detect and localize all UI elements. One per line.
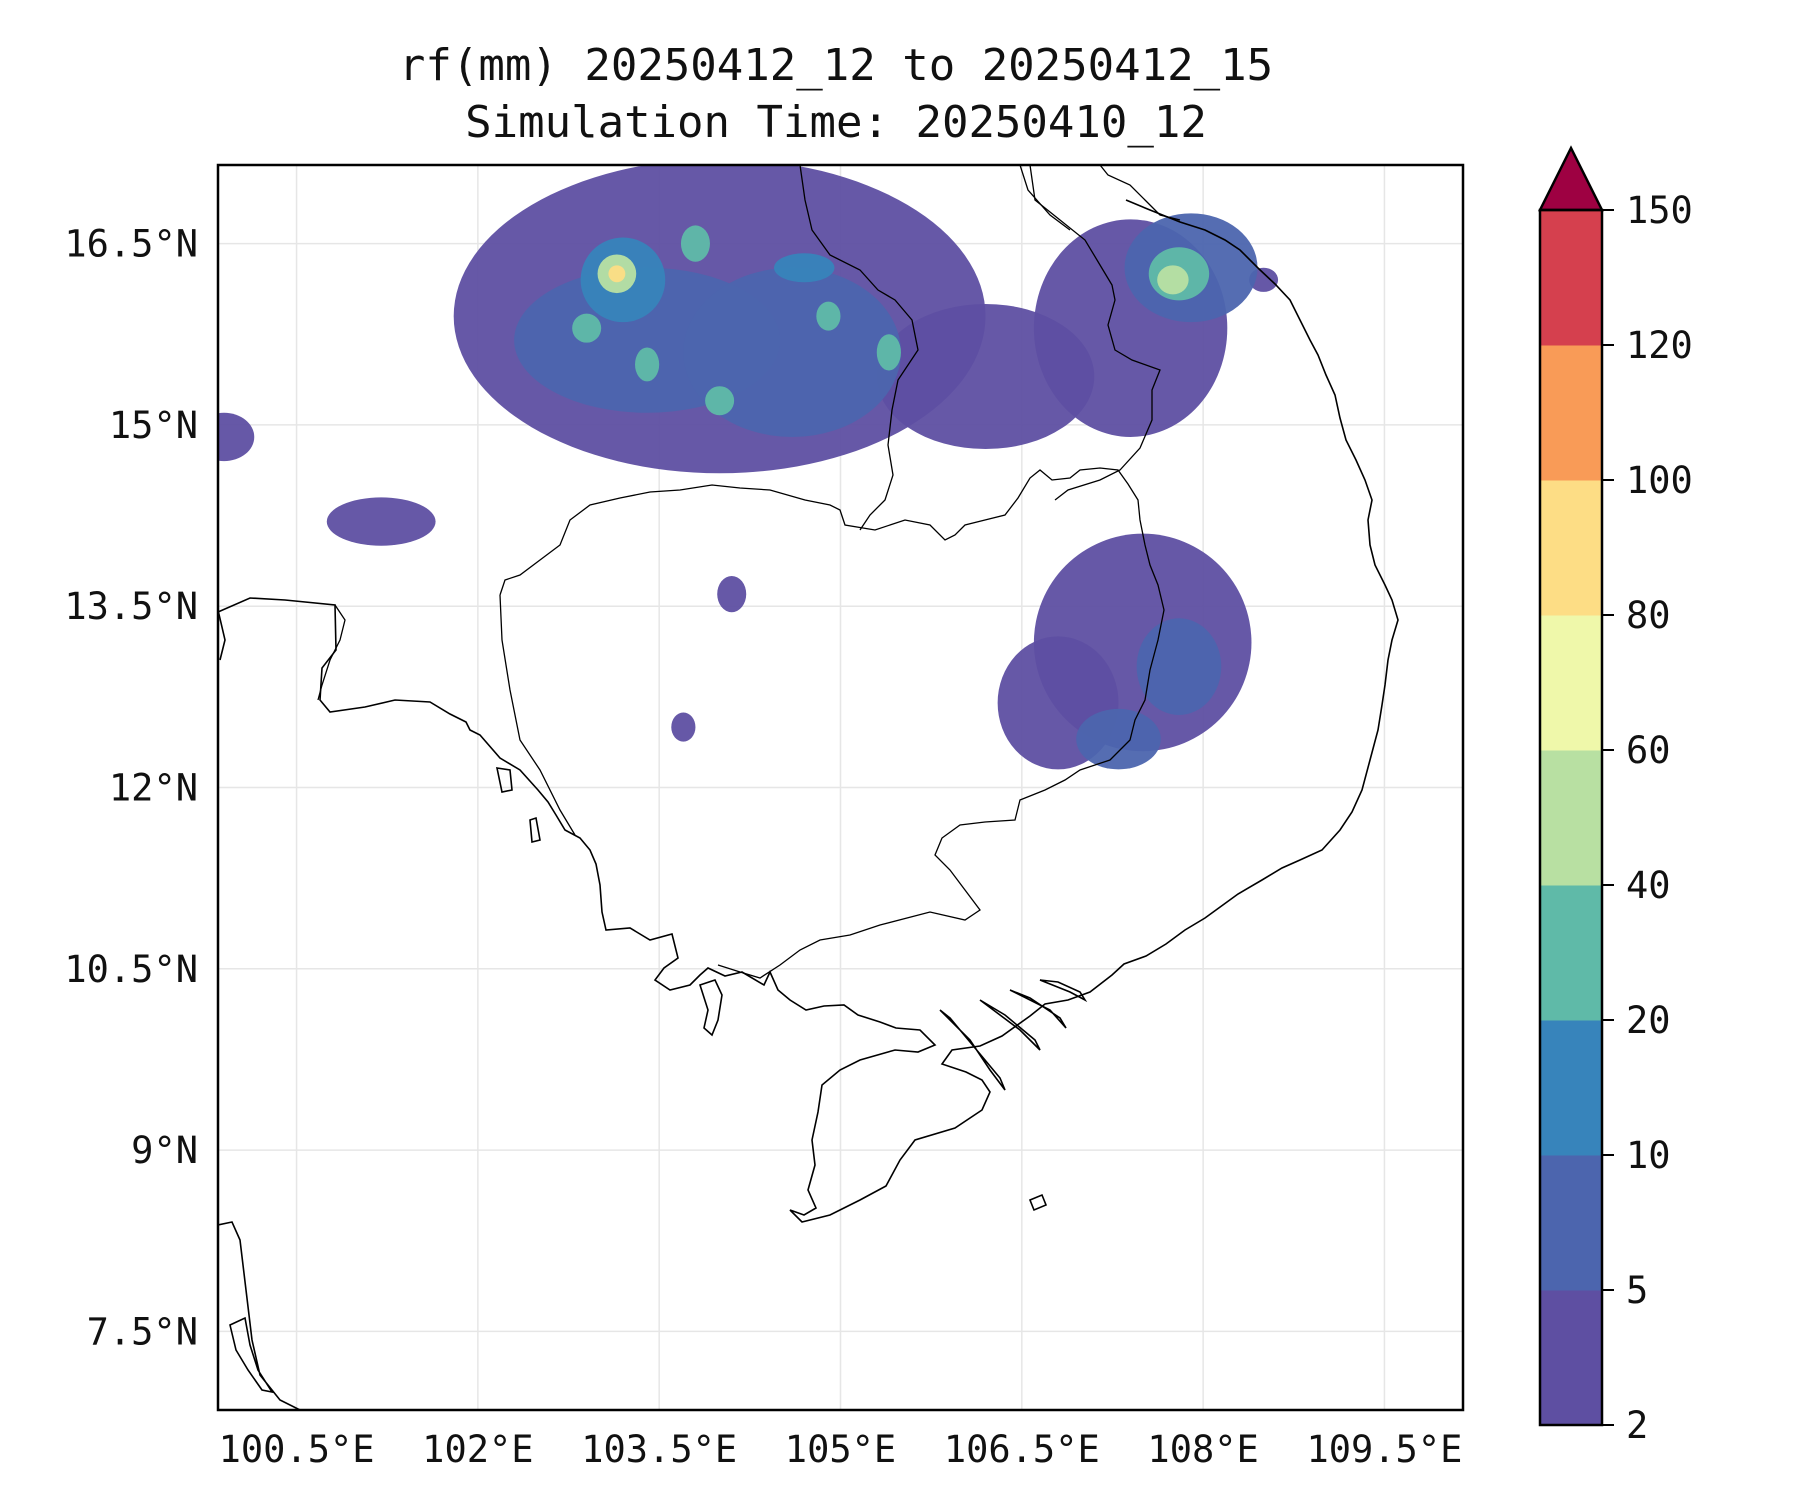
rainfall-cell [683, 267, 901, 437]
thailand-laos-border [1019, 165, 1181, 231]
rainfall-cell [218, 412, 255, 462]
rainfall-cell [680, 225, 710, 262]
colorbar-tick-label: 120 [1626, 324, 1693, 367]
rainfall-cell [876, 334, 901, 371]
lon-tick-label: 106.5°E [944, 1428, 1100, 1471]
lat-tick-label: 7.5°N [87, 1310, 198, 1353]
rainfall-cell [1076, 708, 1161, 770]
lat-tick-label: 10.5°N [64, 948, 198, 991]
colorbar-extend-triangle [1537, 145, 1605, 212]
rainfall-cell [774, 253, 835, 283]
colorbar-segment [1540, 1020, 1602, 1156]
lat-tick-label: 15°N [109, 404, 198, 447]
colorbar-segment [1540, 750, 1602, 886]
colorbar-segment [1540, 1155, 1602, 1291]
map-title-line1: rf(mm) 20250412_12 to 20250412_15 [399, 40, 1273, 91]
colorbar-segment [1540, 345, 1602, 481]
malay-peninsula-coast [218, 609, 301, 1410]
rainfall-cell [326, 497, 436, 546]
lat-tick-label: 13.5°N [64, 585, 198, 628]
lon-tick-label: 105°E [785, 1428, 896, 1471]
colorbar-tick-label: 2 [1626, 1404, 1648, 1447]
rainfall-cell [635, 347, 660, 382]
lat-tick-label: 12°N [109, 767, 198, 810]
lon-tick-label: 109.5°E [1306, 1428, 1462, 1471]
colorbar-tick-label: 10 [1626, 1134, 1671, 1177]
colorbar-tick-label: 150 [1626, 189, 1693, 232]
colorbar-tick-label: 60 [1626, 729, 1671, 772]
colorbar-segment [1540, 1290, 1602, 1426]
colorbar-tick-label: 80 [1626, 594, 1671, 637]
cambodia-border [499, 467, 1165, 979]
colorbar-segment [1540, 885, 1602, 1021]
lat-tick-label: 9°N [131, 1129, 198, 1172]
colorbar-frame [1538, 208, 1604, 1427]
west-coastline [218, 199, 1399, 1223]
rainfall-cell [717, 575, 747, 613]
rainfall-cell [816, 301, 841, 331]
latitude-ticks: 16.5°N 15°N 13.5°N 12°N 10.5°N 9°N 7.5°N [64, 223, 198, 1354]
laos-vietnam-border [799, 165, 1161, 531]
thailand-cambodia-west [317, 604, 346, 701]
lon-tick-label: 108°E [1147, 1428, 1258, 1471]
colorbar-tick-label: 20 [1626, 999, 1671, 1042]
coastlines-borders [218, 165, 1399, 1410]
rainfall-cell [705, 386, 735, 416]
colorbar-tick-label: 100 [1626, 459, 1693, 502]
lon-tick-label: 103.5°E [581, 1428, 737, 1471]
lat-tick-label: 16.5°N [64, 223, 198, 266]
colorbar-tick-label: 5 [1626, 1269, 1648, 1312]
lon-tick-label: 102°E [422, 1428, 533, 1471]
lon-tick-label: 100.5°E [219, 1428, 375, 1471]
rainfall-cell [572, 313, 602, 343]
con-dao-island [1028, 1193, 1048, 1212]
longitude-ticks: 100.5°E 102°E 103.5°E 105°E 106.5°E 108°E 109.… [219, 1428, 1463, 1471]
rainfall-cell [608, 265, 626, 283]
phu-quoc-island [698, 979, 723, 1037]
map-frame [216, 163, 1465, 1412]
colorbar: 2 5 10 20 40 60 80 100 120 150 [1537, 145, 1693, 1447]
mekong-delta-channels [939, 979, 1088, 1091]
rainfall-contours [218, 165, 1279, 770]
colorbar-tick-label: 40 [1626, 864, 1671, 907]
rainfall-cell [1136, 618, 1222, 715]
rainfall-cell [671, 712, 696, 742]
map-panel: 100.5°E 102°E 103.5°E 105°E 106.5°E 108°E 109.… [64, 163, 1465, 1471]
colorbar-segment [1540, 210, 1602, 346]
colorbar-segment [1540, 480, 1602, 616]
rainfall-cell [1157, 265, 1189, 295]
koh-kong-islands [495, 767, 541, 844]
map-title-line2: Simulation Time: 20250410_12 [465, 97, 1207, 148]
colorbar-segment [1540, 615, 1602, 751]
